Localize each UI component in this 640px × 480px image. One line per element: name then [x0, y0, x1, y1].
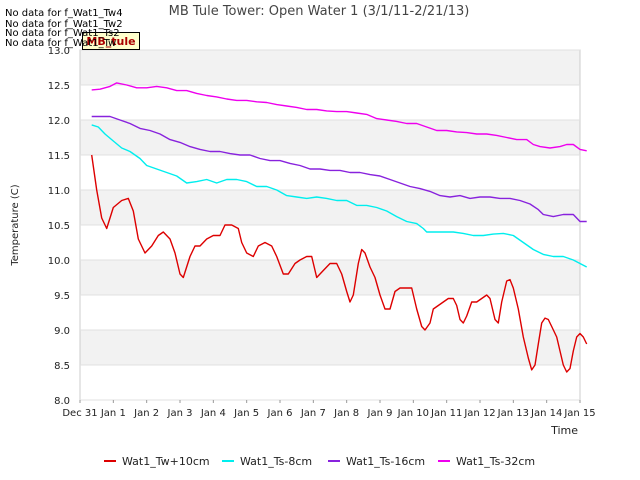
series-line-wat1-ts-32cm: [91, 82, 587, 152]
series-line-wat1-ts-8cm: [91, 124, 588, 268]
x-tick-label: Jan 3: [167, 408, 193, 419]
y-tick-label: 8.0: [54, 396, 70, 407]
legend-label: Wat1_Ts-32cm: [456, 455, 535, 468]
x-tick-label: Jan 8: [333, 408, 359, 419]
legend-item[interactable]: Wat1_Tw+10cm: [104, 455, 210, 468]
y-tick-label: 11.5: [48, 151, 70, 162]
y-tick-label: 12.5: [48, 81, 70, 92]
x-tick-label: Jan 7: [300, 408, 326, 419]
series-line-wat1-ts-16cm: [91, 115, 587, 223]
series-lines: [91, 82, 588, 373]
site-badge[interactable]: MB_tule: [82, 32, 140, 50]
no-data-message: No data for f_Wat1_Tw2: [5, 19, 123, 30]
x-tick-label: Jan 2: [133, 408, 159, 419]
legend-item[interactable]: Wat1_Ts-16cm: [328, 455, 425, 468]
y-axis-ticks: 8.0 8.5 9.0 9.5 10.0 10.5 11.0 11.5 12.0 12.5 13.0: [48, 46, 70, 407]
y-axis-label: Temperature (C): [10, 184, 21, 266]
legend-label: Wat1_Tw+10cm: [122, 455, 210, 468]
chart-title: MB Tule Tower: Open Water 1 (3/1/11-2/21…: [169, 4, 470, 19]
background-band: [80, 50, 580, 85]
plot-background-bands: [80, 50, 580, 365]
legend-item[interactable]: Wat1_Ts-32cm: [438, 455, 535, 468]
series-line-wat1-tw-10cm: [91, 154, 588, 373]
y-tick-label: 12.0: [48, 116, 70, 127]
y-tick-label: 10.0: [48, 256, 70, 267]
x-tick-label: Jan 6: [267, 408, 293, 419]
x-tick-label: Jan 9: [367, 408, 393, 419]
legend: Wat1_Tw+10cm Wat1_Ts-8cm Wat1_Ts-16cm Wat1_…: [104, 455, 535, 468]
x-tick-label: Jan 1: [100, 408, 126, 419]
y-tick-label: 13.0: [48, 46, 70, 57]
legend-label: Wat1_Ts-16cm: [346, 455, 425, 468]
x-tick-label: Jan 14: [530, 408, 562, 419]
x-tick-label: Jan 10: [397, 408, 429, 419]
x-tick-label: Jan 15: [563, 408, 595, 419]
x-axis-ticks: Dec 31 Jan 1 Jan 2 Jan 3 Jan 4 Jan 5 Jan 6 Jan …: [62, 400, 596, 419]
y-tick-label: 10.5: [48, 221, 70, 232]
x-axis-label: Time: [550, 424, 578, 437]
legend-label: Wat1_Ts-8cm: [240, 455, 312, 468]
x-tick-label: Jan 11: [430, 408, 462, 419]
background-band: [80, 330, 580, 365]
background-band: [80, 190, 580, 225]
x-tick-label: Dec 31: [62, 408, 97, 419]
y-tick-label: 8.5: [54, 361, 70, 372]
x-tick-label: Jan 13: [497, 408, 529, 419]
no-data-message: No data for f_Wat1_Ts2: [5, 28, 120, 39]
background-band: [80, 260, 580, 295]
background-band: [80, 120, 580, 155]
x-tick-label: Jan 4: [200, 408, 226, 419]
legend-item[interactable]: Wat1_Ts-8cm: [222, 455, 312, 468]
y-tick-label: 11.0: [48, 186, 70, 197]
y-tick-label: 9.5: [54, 291, 70, 302]
grid: [80, 49, 580, 401]
x-tick-label: Jan 12: [463, 408, 495, 419]
no-data-message: No data for f_Wat1_Tw: [5, 38, 117, 49]
y-tick-label: 9.0: [54, 326, 70, 337]
no-data-message: No data for f_Wat1_Tw4: [5, 8, 123, 19]
x-tick-label: Jan 5: [233, 408, 259, 419]
